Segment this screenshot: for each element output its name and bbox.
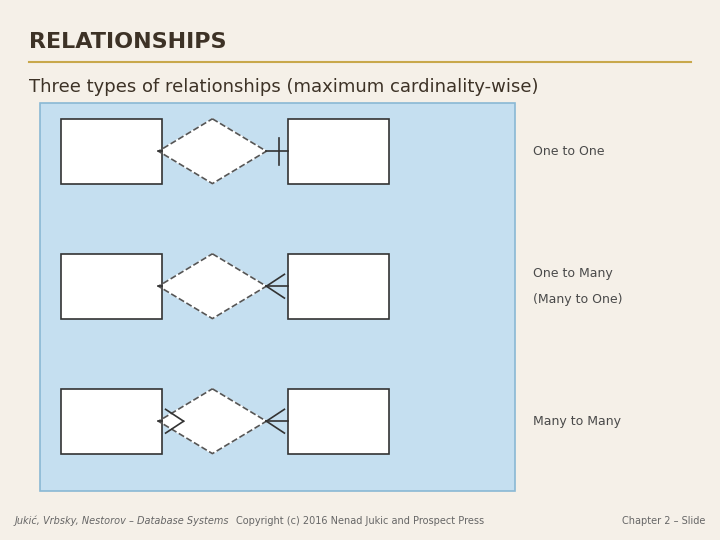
Text: RELATIONSHIPS: RELATIONSHIPS — [29, 32, 226, 52]
Polygon shape — [158, 389, 266, 454]
FancyBboxPatch shape — [40, 103, 515, 491]
Text: Three types of relationships (maximum cardinality-wise): Three types of relationships (maximum ca… — [29, 78, 539, 96]
Polygon shape — [158, 254, 266, 319]
Text: (Many to One): (Many to One) — [533, 293, 622, 306]
FancyBboxPatch shape — [288, 119, 389, 184]
FancyBboxPatch shape — [288, 254, 389, 319]
FancyBboxPatch shape — [61, 119, 162, 184]
Text: Chapter 2 – Slide: Chapter 2 – Slide — [622, 516, 706, 526]
Text: Jukić, Vrbsky, Nestorov – Database Systems: Jukić, Vrbsky, Nestorov – Database Syste… — [14, 516, 229, 526]
Polygon shape — [158, 119, 266, 184]
FancyBboxPatch shape — [61, 254, 162, 319]
Text: Many to Many: Many to Many — [533, 415, 621, 428]
Text: One to Many: One to Many — [533, 267, 613, 280]
Text: One to One: One to One — [533, 145, 604, 158]
Text: Copyright (c) 2016 Nenad Jukic and Prospect Press: Copyright (c) 2016 Nenad Jukic and Prosp… — [236, 516, 484, 526]
FancyBboxPatch shape — [288, 389, 389, 454]
FancyBboxPatch shape — [61, 389, 162, 454]
